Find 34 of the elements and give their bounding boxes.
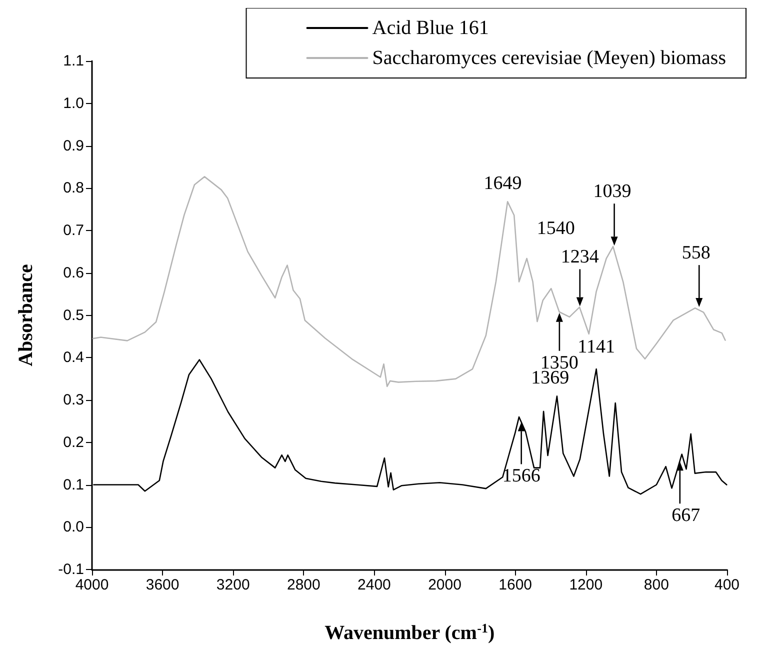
annotation: 1649 <box>484 173 522 194</box>
x-tick-label: 4000 <box>75 576 109 594</box>
x-tick-label: 2800 <box>286 576 320 594</box>
y-tick-label: -0.1 <box>58 561 84 578</box>
y-tick-label: 0.6 <box>63 264 84 282</box>
y-axis-title: Absorbance <box>15 264 37 366</box>
y-tick-label: 0.8 <box>63 180 84 197</box>
x-tick-label: 400 <box>714 576 740 594</box>
y-tick-label: 1.0 <box>63 94 84 112</box>
y-tick-label: 0.1 <box>63 476 84 494</box>
legend-label: Saccharomyces cerevisiae (Meyen) biomass <box>372 47 726 69</box>
x-tick-label: 1600 <box>498 576 532 594</box>
y-tick-label: 0.4 <box>63 349 84 366</box>
annotation: 558 <box>682 242 710 264</box>
annotation: 1234 <box>560 246 600 268</box>
annotation: 1566 <box>502 466 540 487</box>
y-tick-label: 0.9 <box>63 137 84 154</box>
x-tick-label: 3200 <box>216 576 250 594</box>
annotation: 1141 <box>578 336 615 358</box>
x-tick-label: 3600 <box>146 576 180 594</box>
x-tick-label: 2400 <box>358 576 391 594</box>
y-tick-label: 0.7 <box>63 222 84 239</box>
y-tick-label: 0.0 <box>63 518 84 536</box>
x-tick-label: 2000 <box>428 576 462 594</box>
x-tick-label: 1200 <box>569 576 603 594</box>
x-tick-label: 800 <box>644 576 669 594</box>
annotation: 1039 <box>593 181 632 202</box>
y-tick-label: 0.2 <box>63 434 84 451</box>
y-tick-label: 1.1 <box>63 52 84 70</box>
annotation: 667 <box>672 505 700 526</box>
y-tick-label: 0.3 <box>63 392 84 408</box>
annotation: 1540 <box>536 218 575 239</box>
legend-label: Acid Blue 161 <box>372 17 489 39</box>
y-tick-label: 0.5 <box>63 306 84 324</box>
